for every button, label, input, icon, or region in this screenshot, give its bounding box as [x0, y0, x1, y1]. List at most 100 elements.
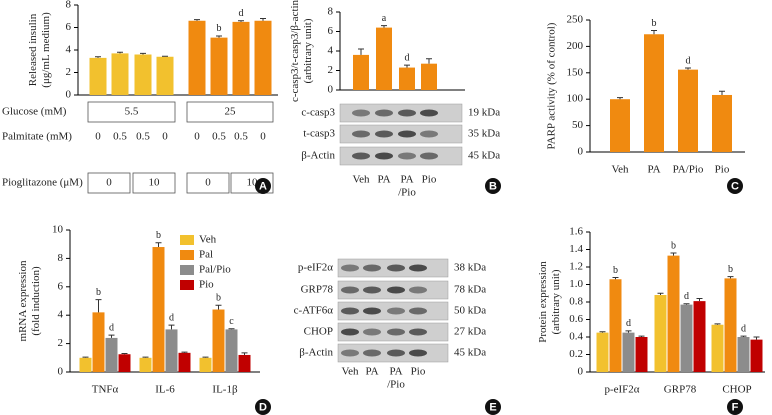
blot-row-label: β-Actin — [299, 347, 333, 359]
error-bar — [82, 356, 89, 358]
category-label: Veh — [352, 174, 370, 186]
blot-kda: 27 kDa — [454, 326, 486, 338]
category-label: Veh — [341, 366, 359, 378]
significance-letter: b — [217, 23, 222, 34]
blot-band — [341, 264, 359, 272]
blot-kda: 50 kDa — [454, 305, 486, 317]
bar — [724, 278, 737, 372]
y-tick-label: 4 — [328, 45, 334, 57]
y-axis-label: (μg/mL medium) — [40, 12, 52, 88]
error-bar — [142, 356, 149, 358]
y-axis-label: mRNA expression — [17, 260, 29, 341]
error-bar — [140, 52, 146, 55]
blot-row-label: t-casp3 — [303, 128, 335, 140]
y-tick-label: 0 — [328, 84, 334, 96]
blot-band — [363, 349, 381, 357]
y-axis-label: Released insulin — [27, 13, 39, 86]
blot-band — [409, 286, 427, 294]
significance-letter: d — [109, 322, 114, 333]
error-bar — [599, 331, 606, 333]
bar — [711, 324, 724, 372]
error-bar — [625, 330, 632, 333]
legend-label: Veh — [199, 234, 217, 246]
error-bar — [168, 324, 175, 330]
blot-band — [387, 264, 405, 272]
table-cell-text: 0.5 — [136, 131, 150, 143]
significance-letter: c — [229, 316, 234, 327]
table-row-label: Glucose (mM) — [2, 106, 67, 118]
y-tick-label: 250 — [567, 14, 584, 26]
y-tick-label: 0 — [66, 89, 72, 101]
bar — [118, 354, 131, 372]
category-label: IL-6 — [155, 384, 175, 396]
blot-band — [352, 130, 370, 138]
bar — [134, 54, 152, 95]
y-tick-label: 10 — [52, 224, 64, 236]
category-label: p-eIF2α — [604, 384, 639, 396]
bar — [199, 357, 212, 372]
bar — [712, 94, 732, 152]
significance-letter: d — [626, 318, 631, 329]
blot-row-label: c-casp3 — [301, 107, 335, 119]
bar — [693, 301, 706, 372]
table-cell-text: 25 — [225, 106, 237, 118]
panel-badge — [255, 399, 271, 415]
blot-band — [341, 349, 359, 357]
bar — [421, 63, 437, 90]
significance-letter: b — [613, 265, 618, 276]
error-bar — [238, 20, 244, 22]
bar — [635, 337, 648, 372]
y-tick-label: 1.0 — [569, 278, 583, 290]
legend-swatch — [180, 280, 194, 290]
error-bar — [155, 242, 162, 248]
category-label: PA — [365, 366, 378, 378]
category-label: PA — [400, 174, 413, 186]
blot-band — [375, 130, 393, 138]
table-cell-text: 0 — [106, 177, 112, 189]
table-cell-text: 10 — [149, 177, 161, 189]
y-tick-label: 6 — [328, 25, 334, 37]
legend-label: Pal — [199, 249, 213, 261]
y-tick-label: 2 — [66, 66, 72, 78]
error-bar — [638, 335, 645, 337]
error-bar — [162, 55, 168, 57]
blot-row-label: CHOP — [304, 326, 333, 338]
panel-badge — [485, 399, 501, 415]
table-cell-text: 0 — [162, 131, 168, 143]
category-label: PA/Pio — [673, 164, 704, 176]
blot-band — [352, 109, 370, 117]
panel-label: F — [732, 401, 739, 413]
error-bar — [753, 336, 760, 340]
table-cell — [132, 172, 176, 194]
blot-kda: 45 kDa — [454, 347, 486, 359]
blot-band — [341, 307, 359, 315]
blot-band — [398, 152, 416, 160]
y-tick-label: 8 — [58, 252, 64, 264]
bar — [210, 37, 228, 95]
bar — [667, 255, 680, 372]
y-tick-label: 0.4 — [569, 331, 583, 343]
category-label: IL-1β — [212, 384, 238, 396]
blot-row-label: c-ATF6α — [294, 305, 334, 317]
significance-letter: a — [382, 13, 387, 24]
y-axis-label: c-casp3/t-casp3/β-actin — [289, 0, 301, 102]
error-bar — [657, 292, 664, 295]
y-tick-label: 4 — [66, 44, 72, 56]
bar — [212, 309, 225, 372]
panel-label: A — [259, 180, 267, 192]
category-label: Pio — [411, 366, 426, 378]
category-label: Pio — [715, 164, 730, 176]
error-bar — [121, 353, 128, 355]
bar — [680, 304, 693, 372]
table-cell — [230, 172, 274, 194]
bar — [596, 332, 609, 372]
table-row-label: Palmitate (mM) — [2, 131, 72, 143]
category-label: CHOP — [722, 384, 751, 396]
y-tick-label: 0.2 — [569, 348, 583, 360]
bar — [89, 57, 107, 95]
error-bar — [612, 277, 619, 280]
blot-kda: 78 kDa — [454, 284, 486, 296]
bar — [165, 329, 178, 372]
y-tick-label: 8 — [66, 0, 72, 11]
table-cell — [186, 101, 274, 123]
